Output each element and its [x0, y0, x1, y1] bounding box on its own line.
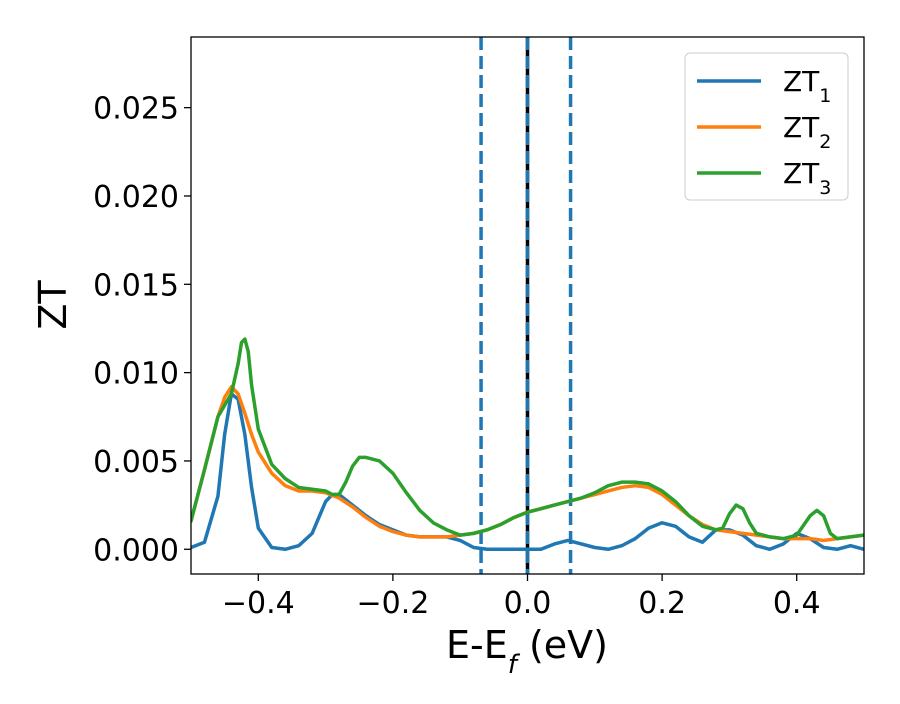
x-tick-label: 0.0: [504, 586, 552, 621]
legend-box: [684, 52, 849, 201]
series-lines: [191, 337, 864, 552]
y-tick-label: 0.005: [93, 445, 179, 480]
legend-label-zt2: ZT2: [783, 111, 831, 153]
x-tick-label: −0.4: [222, 586, 295, 621]
x-tick-label: 0.4: [773, 586, 821, 621]
x-axis-ticks: −0.4 −0.2 0.0 0.2 0.4: [222, 574, 821, 621]
series-line-zt3: [191, 337, 864, 541]
y-tick-label: 0.010: [93, 357, 179, 392]
legend-label-zt3: ZT3: [783, 157, 831, 199]
reference-lines: [479, 37, 573, 574]
y-axis-title: ZT: [31, 280, 75, 330]
y-tick-label: 0.015: [93, 268, 179, 303]
x-axis-title: E-Ef (eV): [446, 623, 608, 680]
x-tick-label: 0.2: [638, 586, 686, 621]
x-tick-label: −0.2: [356, 586, 429, 621]
legend-label-zt1: ZT1: [783, 65, 831, 107]
y-tick-label: 0.020: [93, 180, 179, 215]
y-tick-label: 0.025: [93, 92, 179, 127]
y-tick-label: 0.000: [93, 533, 179, 568]
y-axis-ticks: 0.000 0.005 0.010 0.015 0.020 0.025: [93, 92, 191, 568]
